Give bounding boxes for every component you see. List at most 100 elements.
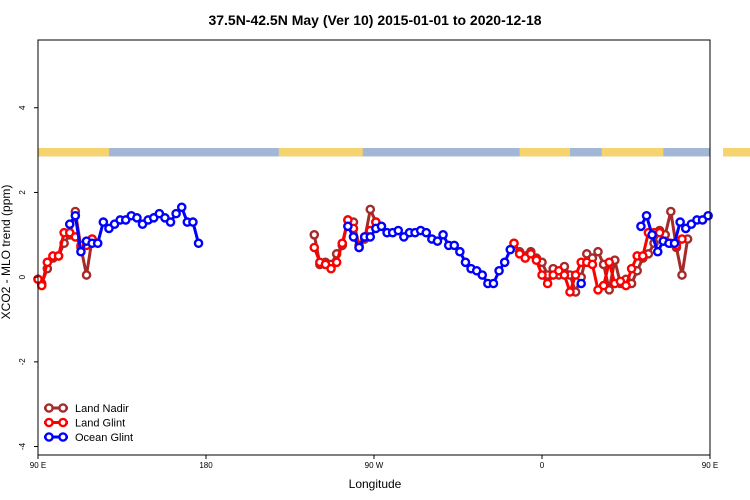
land-nadir-point-9	[81, 270, 92, 280]
land-segment-1	[278, 147, 363, 157]
legend: Land Nadir Land Glint Ocean Glint	[44, 403, 133, 444]
ocean-glint-point-26	[354, 242, 364, 253]
ocean-glint-point-67	[703, 210, 713, 221]
ocean-glint-point-50	[488, 278, 499, 289]
land-glint-point-37	[587, 259, 598, 270]
ocean-glint-point-6	[98, 217, 109, 227]
land-glint-point-53	[677, 234, 687, 244]
land-glint-point-49	[654, 227, 665, 238]
land-glint-point-2	[42, 257, 53, 268]
ocean-glint-point-62	[675, 217, 685, 227]
ocean-glint-point-12	[132, 213, 142, 223]
land-segment-0	[38, 147, 109, 157]
land-nadir-point-51	[666, 206, 676, 217]
x-axis: 90 E 180 90 W 0 90 E	[30, 455, 718, 470]
legend-marker-left-ocean-glint	[44, 432, 54, 442]
ocean-glint-point-52	[499, 257, 510, 268]
land-glint-point-1	[36, 280, 47, 291]
legend-marker-right-ocean-glint	[58, 432, 68, 442]
land-glint-point-15	[331, 257, 342, 268]
x-tick-label-3: 0	[540, 461, 545, 470]
series-ocean-glint	[64, 202, 713, 289]
ocean-glint-point-22	[188, 217, 198, 227]
land-segment-4	[723, 147, 750, 157]
legend-marker-right-land-nadir	[58, 403, 68, 413]
land-segment-2	[519, 147, 570, 157]
x-tick-label-0: 90 E	[30, 461, 46, 470]
legend-marker-left-land-nadir	[44, 403, 54, 413]
y-axis-title: XCO2 - MLO trend (ppm)	[0, 185, 13, 320]
land-glint-point-11	[309, 242, 320, 253]
y-tick-label-2: 0	[18, 274, 27, 279]
ocean-glint-point-19	[171, 208, 181, 219]
ocean-band	[38, 147, 710, 157]
land-glint-point-34	[570, 270, 581, 280]
y-tick-label-0: -4	[18, 442, 27, 450]
ocean-glint-point-40	[432, 236, 443, 246]
ocean-glint-point-57	[647, 229, 657, 240]
ocean-glint-point-45	[460, 257, 471, 268]
land-mask-band	[38, 147, 750, 157]
ocean-glint-point-0	[64, 219, 75, 230]
land-nadir-point-53	[677, 270, 687, 280]
series-layer	[33, 202, 713, 297]
ocean-glint-point-56	[641, 210, 652, 221]
x-tick-label-1: 180	[199, 461, 213, 470]
legend-marker-left-land-glint	[44, 417, 54, 428]
land-glint-point-33	[565, 287, 575, 297]
x-tick-label-4: 90 E	[702, 461, 718, 470]
land-glint-point-27	[531, 255, 542, 266]
ocean-glint-point-5	[92, 238, 103, 249]
x-tick-label-2: 90 W	[365, 461, 384, 470]
legend-label-ocean-glint: Ocean Glint	[75, 432, 133, 444]
ocean-glint-point-54	[576, 278, 587, 289]
chart-title: 37.5N-42.5N May (Ver 10) 2015-01-01 to 2…	[208, 12, 541, 28]
land-glint-point-39	[598, 280, 609, 291]
ocean-glint-point-18	[165, 217, 176, 227]
land-nadir-point-11	[309, 229, 320, 240]
ocean-glint-point-58	[652, 246, 663, 257]
ocean-glint-point-61	[669, 238, 680, 249]
land-glint-point-29	[542, 278, 553, 289]
ocean-glint-point-24	[343, 221, 353, 232]
ocean-glint-point-44	[455, 246, 465, 257]
ocean-glint-point-28	[365, 232, 376, 242]
land-glint-point-28	[537, 270, 547, 280]
land-nadir-point-21	[365, 204, 376, 215]
plot-frame	[37, 39, 711, 456]
land-glint-point-14	[326, 263, 336, 274]
ocean-glint-point-20	[176, 202, 187, 213]
ocean-glint-point-53	[505, 244, 516, 255]
legend-label-land-nadir: Land Nadir	[75, 403, 129, 415]
legend-item-land-nadir: Land Nadir	[44, 403, 129, 415]
land-glint-point-26	[526, 249, 536, 259]
ocean-glint-point-1	[70, 210, 81, 221]
land-glint-point-40	[604, 257, 615, 268]
ocean-glint-point-23	[193, 238, 204, 249]
ocean-glint-point-30	[376, 221, 387, 232]
ocean-glint-point-2	[76, 246, 86, 257]
land-glint-point-4	[53, 251, 64, 261]
land-glint-point-46	[638, 251, 648, 261]
ocean-glint-point-25	[348, 232, 359, 242]
land-glint-point-43	[621, 280, 631, 291]
land-glint-point-32	[559, 270, 570, 280]
land-glint-point-44	[626, 263, 637, 274]
ocean-glint-point-55	[636, 221, 646, 232]
land-nadir-point-38	[593, 246, 603, 257]
ocean-glint-point-33	[393, 225, 404, 236]
y-tick-label-3: 2	[18, 190, 27, 195]
y-axis: -4 -2 0 2 4	[18, 105, 38, 450]
legend-item-ocean-glint: Ocean Glint	[44, 432, 133, 444]
legend-marker-right-land-glint	[58, 417, 68, 428]
ocean-glint-point-48	[477, 270, 488, 280]
land-segment-3	[601, 147, 664, 157]
ocean-glint-point-51	[494, 265, 504, 276]
ocean-glint-point-43	[449, 240, 460, 251]
legend-item-land-glint: Land Glint	[44, 418, 125, 430]
ocean-glint-point-41	[438, 229, 448, 240]
y-tick-label-4: 4	[18, 105, 27, 110]
x-axis-title: Longitude	[349, 477, 402, 491]
ocean-glint-point-38	[421, 227, 432, 238]
